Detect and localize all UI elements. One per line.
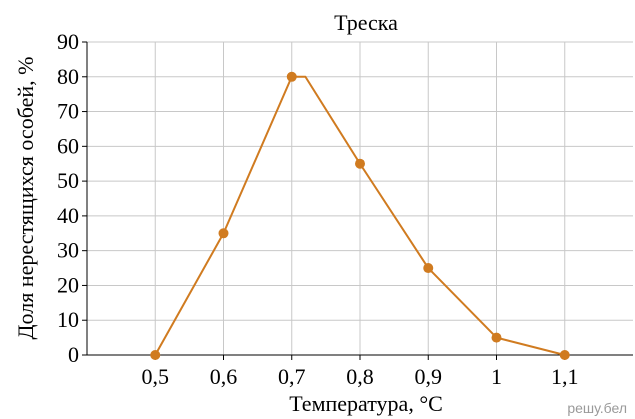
y-tick-label: 50 [57,168,79,193]
y-tick-label: 80 [57,64,79,89]
x-tick-label: 0,5 [142,364,170,389]
series-line [154,75,565,356]
markers [150,71,570,360]
y-tick-label: 20 [57,272,79,297]
x-tick-label: 0,6 [210,364,238,389]
x-tick-label: 0,9 [415,364,443,389]
x-tick-label: 0,7 [278,364,306,389]
x-axis-label: Температура, °C [289,391,443,416]
labels: Треска Температура, °C Доля нерестящихся… [13,10,443,416]
data-point [491,332,502,343]
y-tick-label: 0 [68,342,79,367]
y-tick-label: 60 [57,133,79,158]
x-tick-label: 0,8 [346,364,374,389]
watermark: решу.бел [567,400,627,416]
x-tick-label: 1 [491,364,502,389]
y-axis-label: Доля нерестящихся особей, % [13,57,38,340]
data-point [423,263,434,274]
y-tick-label: 30 [57,238,79,263]
data-point [150,350,161,360]
chart-title: Треска [334,10,398,35]
data-point [355,158,365,169]
grid [87,41,633,355]
y-tick-label: 90 [57,29,79,54]
data-point [218,228,229,239]
y-tick-label: 10 [57,307,79,332]
data-point [559,350,570,360]
y-tick-label: 40 [57,203,79,228]
y-tick-label: 70 [57,99,79,124]
series-line-group [154,75,565,356]
data-point [286,71,297,82]
axes: 0 10 20 30 40 50 60 70 80 90 0,5 0,6 0,7 0,8 0,9 1 1,1 [57,29,633,389]
x-tick-label: 1,1 [551,364,579,389]
